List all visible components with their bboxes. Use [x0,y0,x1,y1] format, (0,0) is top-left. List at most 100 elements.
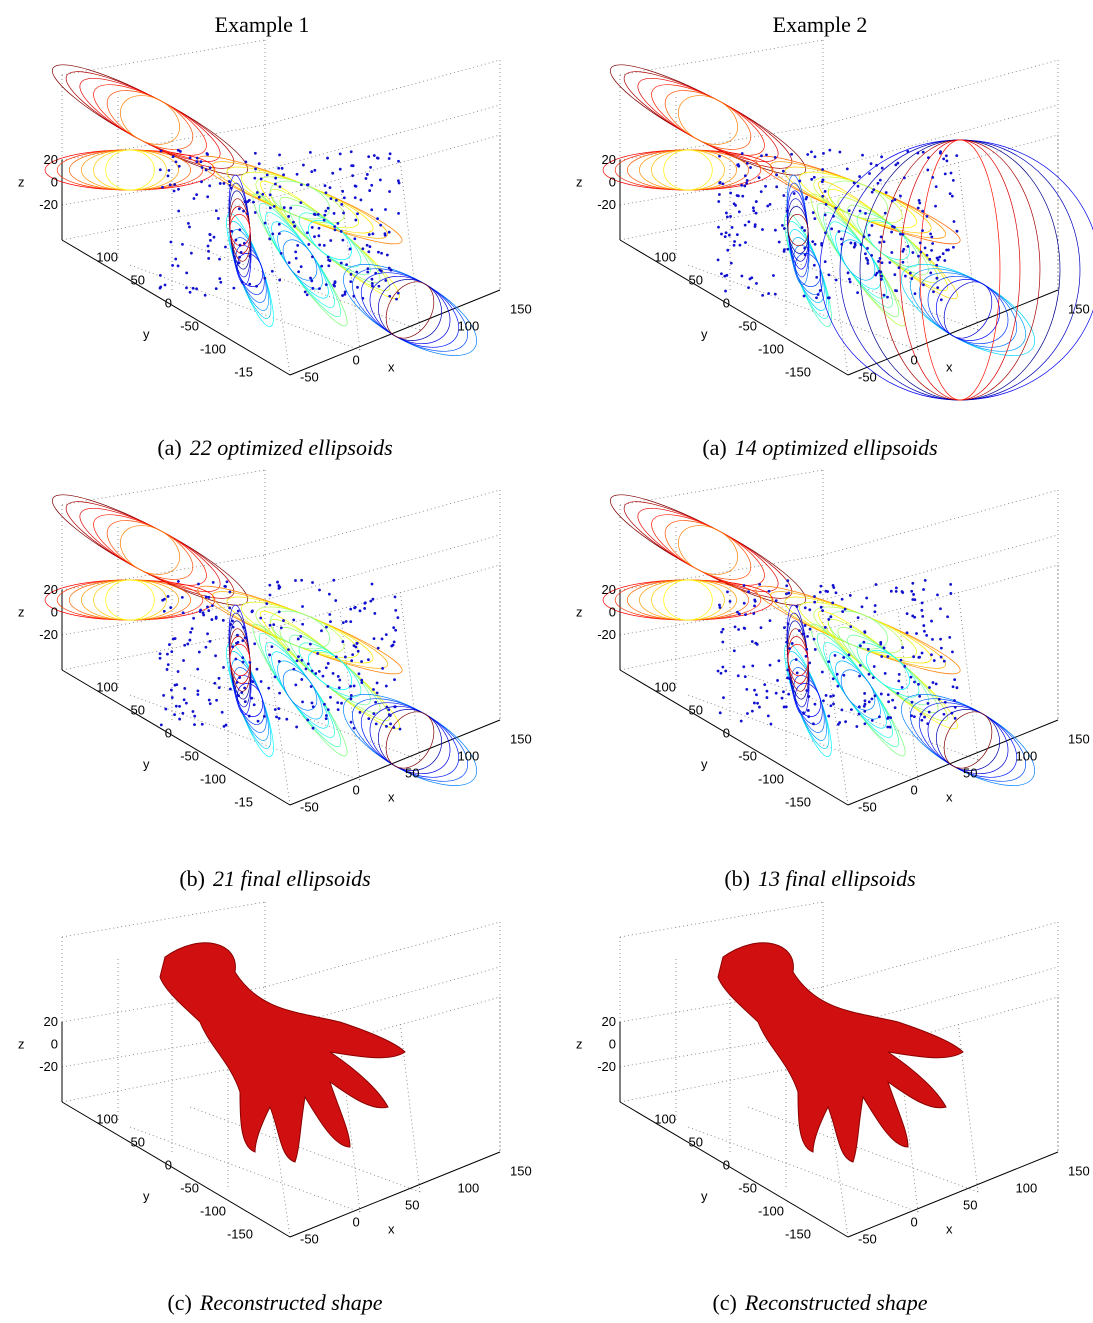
point [368,189,371,192]
point [725,274,728,277]
point [798,180,801,183]
point [343,196,346,199]
grid-line [265,490,500,555]
ellipsoid [834,664,882,716]
point [758,706,761,709]
point [345,620,348,623]
point [753,689,756,692]
point [766,205,769,208]
point [392,626,395,629]
point [333,285,336,288]
point [205,646,208,649]
point [880,693,883,696]
ellipsoid [227,628,252,692]
grid-line [62,40,265,75]
point [720,672,723,675]
point [931,638,934,641]
point [927,156,930,159]
point [385,706,388,709]
point [763,683,766,686]
point [832,677,835,680]
point [256,668,259,671]
point [787,592,790,595]
ellipsoid [601,479,816,621]
point [786,579,789,582]
point [939,152,942,155]
point [397,160,400,163]
ellipsoid [106,150,155,190]
point [395,298,398,301]
point [760,190,763,193]
point [887,700,890,703]
x-tick-label: 150 [1068,301,1090,316]
point [296,173,299,176]
point [371,232,374,235]
point [265,602,268,605]
point [806,635,809,638]
caption: (a)14 optimized ellipsoids [702,435,937,460]
x-tick-label: -50 [858,369,877,384]
point [815,276,818,279]
point [256,191,259,194]
y-tick-label: 0 [165,725,172,740]
grid-line [823,565,1058,630]
point [954,706,957,709]
point [166,653,169,656]
point [377,251,380,254]
point [335,655,338,658]
point [729,215,732,218]
point [224,246,227,249]
point [920,251,923,254]
point [744,675,747,678]
point [821,609,824,612]
point [325,191,328,194]
point [243,687,246,690]
point [393,678,396,681]
point [189,631,192,634]
point [877,182,880,185]
point [368,233,371,236]
point [213,236,216,239]
point [385,685,388,688]
point [181,596,184,599]
point [804,606,807,609]
x-tick-label: 150 [1068,731,1090,746]
point [743,584,746,587]
point [832,702,835,705]
caption: (b)13 final ellipsoids [724,866,915,891]
point [928,258,931,261]
point [353,606,356,609]
grid-line [958,590,978,760]
point [372,598,375,601]
z-tick-label: -20 [597,197,616,212]
point [386,254,389,257]
point [381,667,384,670]
point [248,661,251,664]
figure: Example 1 Example 2 200-20100500-50-100-… [0,0,1093,1323]
point [278,610,281,613]
point [883,294,886,297]
grid-line [823,135,1058,200]
point [384,279,387,282]
point [301,700,304,703]
point [925,634,928,637]
point [397,212,400,215]
point [318,244,321,247]
x-tick-label: 100 [1016,1180,1038,1195]
point [282,173,285,176]
point [243,242,246,245]
point [889,726,892,729]
point [192,710,195,713]
point [796,605,799,608]
point [902,261,905,264]
ellipsoid [656,78,760,161]
point [949,583,952,586]
point [865,597,868,600]
point [746,179,749,182]
point [251,680,254,683]
point [930,620,933,623]
point [354,219,357,222]
point [378,269,381,272]
point [880,275,883,278]
point [880,655,883,658]
